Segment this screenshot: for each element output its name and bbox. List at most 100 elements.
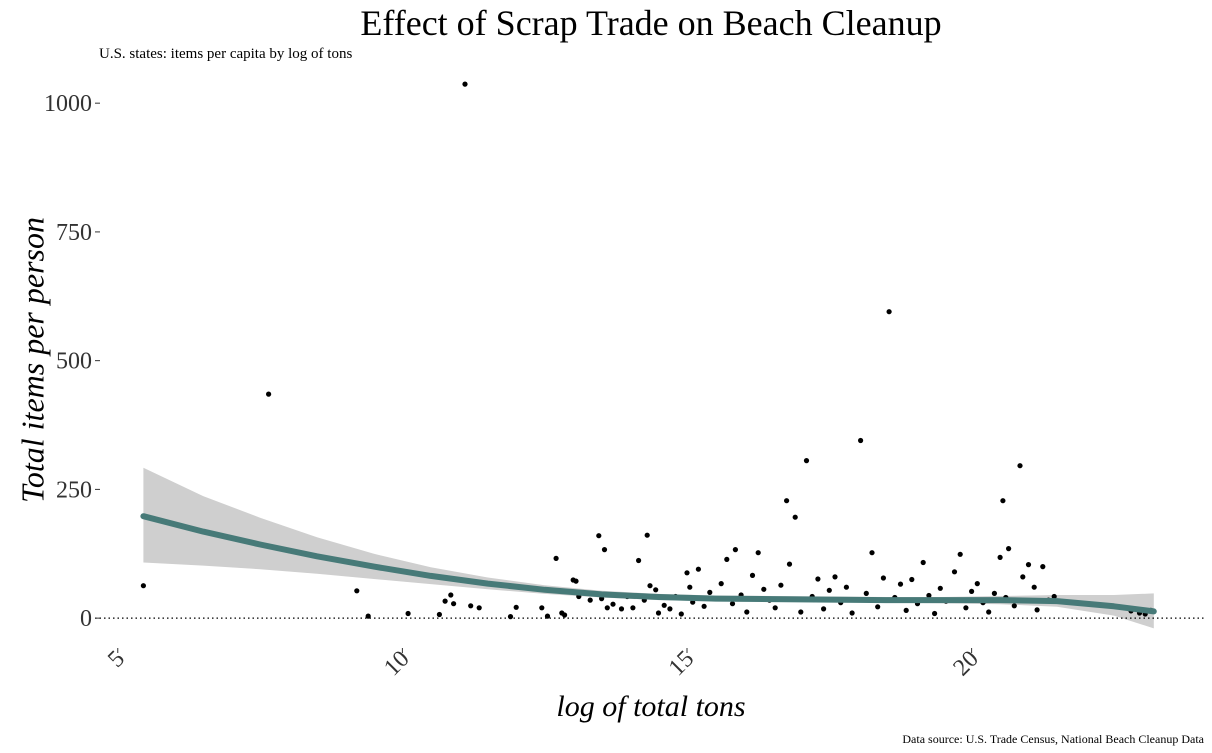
chart-title: Effect of Scrap Trade on Beach Cleanup [360, 3, 942, 43]
data-point [365, 613, 371, 619]
data-point [1000, 498, 1006, 504]
data-point [513, 604, 519, 610]
data-point [687, 584, 693, 590]
data-point [832, 574, 838, 580]
data-point [951, 569, 958, 575]
y-tick-label: 750 [56, 220, 92, 246]
x-axis-label: log of total tons [556, 690, 746, 723]
data-point [875, 604, 881, 610]
data-point [644, 532, 650, 538]
data-point [442, 598, 448, 604]
data-point [140, 583, 146, 589]
confidence-band [143, 467, 1154, 629]
data-point [604, 605, 610, 611]
x-tick-label: 20 [949, 646, 984, 681]
data-point [618, 606, 625, 612]
data-point [761, 586, 767, 592]
data-point [476, 605, 482, 611]
data-point [815, 576, 821, 582]
data-point [1031, 584, 1037, 590]
data-point [451, 601, 457, 607]
data-point [897, 581, 904, 587]
data-point [903, 607, 909, 614]
data-point [786, 561, 793, 567]
axes-layer: 0 250 500 750 1000 5 10 15 20 [44, 91, 984, 681]
data-point [573, 578, 579, 584]
data-point [266, 391, 272, 397]
data-point [937, 585, 943, 591]
data-point [803, 458, 810, 464]
data-point [843, 584, 850, 590]
data-point [863, 590, 869, 597]
data-point [772, 605, 778, 611]
data-point [630, 605, 636, 611]
data-point [886, 309, 892, 315]
data-point [1034, 607, 1040, 613]
data-point [667, 606, 673, 612]
data-point [553, 555, 559, 562]
data-point [695, 566, 702, 572]
data-point [718, 581, 724, 587]
data-point [986, 609, 992, 615]
data-point [858, 437, 864, 444]
data-point [436, 611, 442, 618]
data-point [544, 613, 551, 619]
data-point [880, 575, 887, 581]
data-point [1025, 562, 1032, 568]
data-point [826, 587, 832, 593]
smooth-trend-line [140, 513, 1157, 615]
data-point [636, 557, 642, 564]
data-point [707, 589, 713, 596]
data-point [610, 601, 616, 607]
data-point [932, 610, 938, 617]
data-point [1020, 574, 1026, 580]
data-point [1011, 603, 1017, 609]
data-point [684, 570, 690, 576]
confidence-band-layer [143, 467, 1154, 629]
data-point [729, 601, 736, 607]
data-point [601, 547, 608, 553]
data-point [926, 592, 932, 599]
data-point [744, 609, 750, 615]
x-tick-label: 5 [103, 646, 130, 673]
data-point [957, 551, 963, 557]
data-point [869, 550, 875, 556]
data-point [1017, 463, 1023, 469]
data-point [655, 610, 662, 616]
y-tick-label: 500 [56, 349, 92, 375]
data-point [991, 590, 998, 597]
data-point [792, 514, 798, 520]
data-point [678, 611, 684, 617]
data-point [596, 533, 602, 539]
y-tick-label: 250 [56, 477, 92, 503]
chart-subtitle: U.S. states: items per capita by log of … [99, 46, 353, 62]
data-point [653, 587, 659, 593]
data-point [1051, 593, 1057, 600]
data-point [784, 498, 790, 504]
data-point [909, 576, 915, 583]
data-point [507, 614, 514, 620]
data-point [462, 81, 468, 87]
data-point [1006, 546, 1012, 552]
data-point [405, 610, 411, 617]
y-tick-label: 1000 [44, 91, 92, 117]
data-point [920, 559, 926, 566]
data-point [562, 612, 568, 618]
data-point [755, 550, 761, 556]
data-point [821, 606, 827, 612]
data-point [468, 603, 474, 609]
x-tick-label: 15 [664, 646, 699, 681]
data-point [448, 592, 454, 598]
data-point [732, 547, 739, 553]
data-point [1040, 564, 1046, 570]
data-point [969, 588, 975, 595]
data-point [724, 556, 730, 563]
data-point [997, 554, 1003, 561]
data-point [963, 605, 969, 611]
data-point [701, 603, 707, 609]
y-tick-label: 0 [80, 606, 92, 632]
data-point [587, 597, 593, 603]
x-tick-label: 10 [379, 646, 414, 681]
